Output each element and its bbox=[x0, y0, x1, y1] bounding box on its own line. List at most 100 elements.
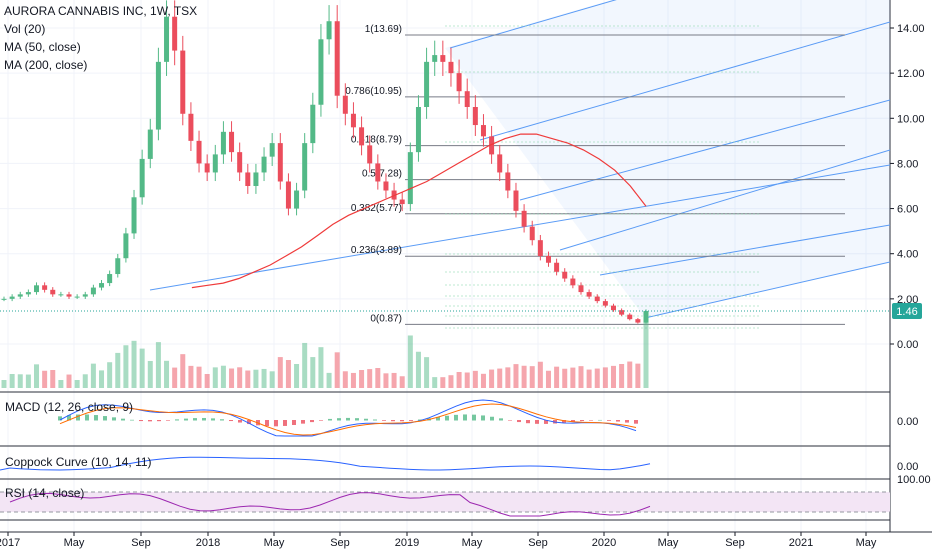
volume-bar bbox=[245, 370, 251, 388]
time-tick-label: 2020 bbox=[592, 537, 616, 549]
channel-line bbox=[149, 164, 891, 291]
macd-histogram-bar bbox=[301, 420, 305, 424]
volume-bar bbox=[562, 368, 568, 388]
candle-body bbox=[164, 16, 170, 62]
macd-histogram-bar bbox=[139, 420, 143, 422]
channel-line bbox=[644, 261, 891, 319]
candle-body bbox=[415, 107, 421, 153]
macd-histogram-bar bbox=[247, 420, 251, 425]
legend-ma50[interactable]: MA (50, close) bbox=[4, 40, 81, 54]
candle-body bbox=[570, 278, 576, 286]
volume-bar bbox=[261, 368, 267, 388]
macd-histogram-bar bbox=[67, 415, 71, 421]
volume-bar bbox=[172, 367, 178, 388]
parallel-channel-drawing[interactable] bbox=[149, 0, 891, 319]
volume-bar bbox=[480, 373, 486, 388]
candle-body bbox=[131, 197, 137, 234]
macd-histogram-bar bbox=[391, 420, 395, 422]
signal-line bbox=[59, 403, 637, 436]
macd-histogram-bar bbox=[382, 420, 386, 421]
rsi-label[interactable]: RSI (14, close) bbox=[5, 486, 85, 500]
volume-bar bbox=[521, 365, 527, 388]
volume-bar bbox=[318, 347, 324, 388]
volume-bar bbox=[391, 372, 397, 388]
candle-body bbox=[480, 125, 486, 137]
candle-body bbox=[619, 310, 625, 315]
volume-bar bbox=[537, 361, 543, 388]
ma50-line bbox=[191, 133, 647, 289]
volume-bar bbox=[204, 374, 210, 388]
main-pane[interactable] bbox=[0, 0, 890, 392]
volume-bar bbox=[359, 370, 365, 388]
volume-bar bbox=[9, 374, 15, 388]
candle-body bbox=[269, 143, 275, 157]
macd-histogram-bar bbox=[355, 418, 359, 421]
macd-histogram-bar bbox=[238, 420, 242, 423]
volume-bar bbox=[131, 340, 137, 388]
volume-bar bbox=[1, 380, 7, 388]
volume-bar bbox=[123, 345, 129, 388]
macd-label[interactable]: MACD (12, 26, close, 9) bbox=[5, 400, 134, 414]
macd-histogram-bar bbox=[58, 416, 62, 421]
candle-body bbox=[204, 163, 210, 173]
time-tick-label: Sep bbox=[725, 537, 745, 549]
macd-histogram-bar bbox=[400, 420, 404, 422]
candle-body bbox=[147, 129, 153, 159]
time-tick-label: Sep bbox=[330, 537, 350, 549]
time-tick-label: 2017 bbox=[0, 537, 20, 549]
rsi-line bbox=[9, 492, 651, 517]
candle-body bbox=[237, 152, 243, 173]
chart-title: AURORA CANNABIS INC, 1W, TSX bbox=[4, 4, 198, 18]
channel-line bbox=[449, 0, 617, 49]
macd-histogram-bar bbox=[436, 416, 440, 421]
candle-body bbox=[212, 154, 218, 173]
macd-histogram-bar bbox=[166, 420, 170, 421]
volume-bar bbox=[82, 374, 88, 388]
macd-histogram-bar bbox=[94, 415, 98, 421]
volume-bar bbox=[554, 366, 560, 388]
volume-bar bbox=[326, 372, 332, 388]
candle-body bbox=[115, 258, 121, 275]
rsi-band bbox=[0, 492, 890, 512]
volume-bar bbox=[212, 367, 218, 388]
macd-histogram-bar bbox=[193, 418, 197, 421]
macd-histogram-bar bbox=[454, 414, 458, 421]
macd-pane[interactable] bbox=[58, 399, 638, 437]
legend-vol[interactable]: Vol (20) bbox=[4, 22, 46, 36]
macd-histogram-bar bbox=[544, 420, 548, 424]
candle-body bbox=[9, 296, 15, 299]
volume-bar bbox=[407, 335, 413, 388]
coppock-label[interactable]: Coppock Curve (10, 14, 11) bbox=[5, 455, 152, 469]
time-tick-label: May bbox=[462, 537, 483, 549]
candle-body bbox=[34, 285, 40, 293]
macd-histogram-bar bbox=[220, 419, 224, 421]
volume-bar bbox=[375, 368, 381, 388]
legend-ma200[interactable]: MA (200, close) bbox=[4, 58, 88, 72]
candle-body bbox=[1, 298, 7, 300]
volume-bar bbox=[635, 363, 641, 388]
macd-histogram-bar bbox=[319, 420, 323, 421]
candles bbox=[1, 0, 649, 324]
volume-bar bbox=[196, 366, 202, 388]
macd-histogram-bar bbox=[625, 420, 629, 423]
volume-bar bbox=[350, 372, 356, 388]
macd-histogram-bar bbox=[175, 419, 179, 421]
fib-level-label: 0.382(5.77) bbox=[351, 203, 402, 214]
candle-body bbox=[432, 55, 438, 62]
macd-histogram-bar bbox=[562, 420, 566, 423]
volume-bar bbox=[627, 361, 633, 388]
volume-bar bbox=[513, 364, 519, 388]
price-tick-label: 12.00 bbox=[897, 68, 925, 80]
candle-body bbox=[326, 21, 332, 40]
volume-bar bbox=[285, 360, 291, 388]
candle-body bbox=[277, 143, 283, 182]
volume-bar bbox=[155, 342, 161, 388]
coppock-pane[interactable] bbox=[0, 456, 651, 471]
candle-body bbox=[139, 158, 145, 198]
fib-retracement-drawing[interactable]: 1(13.69) 0.786(10.95) 0.618(8.79) 0.5(7.28)… bbox=[345, 24, 845, 329]
time-tick-label: May bbox=[64, 537, 85, 549]
candle-body bbox=[562, 271, 568, 279]
volume-bar bbox=[334, 352, 340, 388]
macd-histogram-bar bbox=[571, 420, 575, 422]
